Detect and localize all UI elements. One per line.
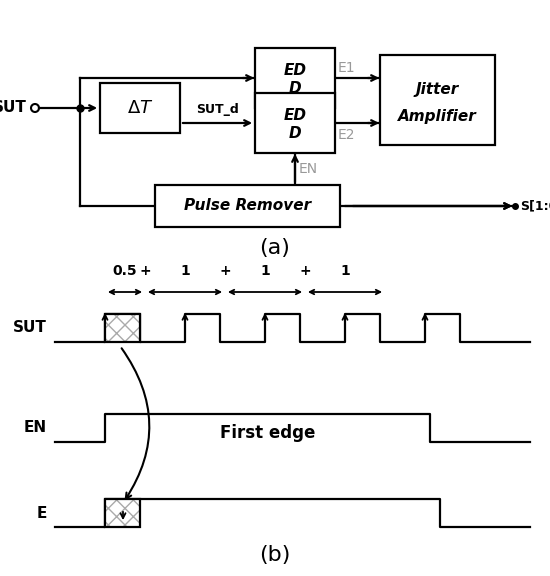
Text: S[1:0]: S[1:0] — [520, 199, 550, 213]
Bar — [100, 83, 180, 133]
Text: First edge: First edge — [220, 424, 315, 442]
Text: (a): (a) — [260, 238, 290, 258]
Text: E1: E1 — [338, 61, 356, 75]
Text: 0.5: 0.5 — [113, 264, 138, 278]
Text: E: E — [37, 506, 47, 521]
Text: ED: ED — [283, 63, 306, 78]
Text: +: + — [299, 264, 311, 278]
Text: +: + — [219, 264, 231, 278]
Text: Jitter: Jitter — [416, 82, 459, 97]
Text: EN: EN — [299, 162, 318, 176]
Text: SUT: SUT — [13, 320, 47, 335]
Text: 1: 1 — [340, 264, 350, 278]
Bar — [155, 185, 340, 227]
Text: $\Delta T$: $\Delta T$ — [126, 99, 153, 117]
Text: (b): (b) — [259, 545, 291, 565]
Text: Pulse Remover: Pulse Remover — [184, 199, 311, 214]
Text: D: D — [289, 126, 301, 141]
Text: 1: 1 — [180, 264, 190, 278]
Bar — [105, 499, 140, 527]
Text: EN: EN — [24, 420, 47, 435]
Text: E2: E2 — [338, 128, 355, 142]
Text: +: + — [139, 264, 151, 278]
Bar — [255, 93, 335, 153]
Text: D: D — [289, 81, 301, 96]
Text: ED: ED — [283, 108, 306, 123]
Bar — [105, 499, 140, 527]
Bar — [380, 55, 495, 145]
Text: 1: 1 — [260, 264, 270, 278]
Text: SUT_d: SUT_d — [196, 103, 239, 116]
Bar — [105, 314, 140, 342]
Bar — [105, 314, 140, 342]
Bar — [255, 48, 335, 108]
Text: SUT: SUT — [0, 100, 27, 116]
Text: Amplifier: Amplifier — [398, 109, 477, 124]
